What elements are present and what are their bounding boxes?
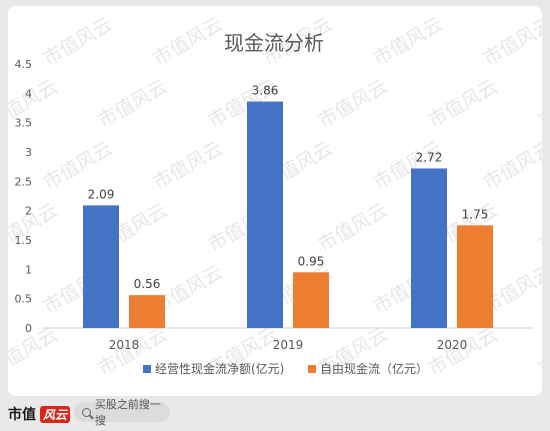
- y-tick-label: 2.5: [15, 175, 33, 188]
- watermark-text: 市值风云: [40, 137, 117, 194]
- brand-badge: 风云: [40, 405, 71, 423]
- watermark-text: 市值风云: [535, 75, 543, 132]
- watermark-text: 市值风云: [425, 75, 502, 132]
- y-tick-label: 3.5: [15, 117, 33, 130]
- legend-label: 经营性现金流净额(亿元): [155, 361, 284, 376]
- legend-swatch: [308, 365, 316, 373]
- legend-label: 自由现金流（亿元）: [320, 361, 428, 376]
- watermark-text: 市值风云: [370, 13, 447, 70]
- data-label: 1.75: [462, 207, 489, 221]
- watermark-text: 市值风云: [150, 13, 227, 70]
- x-tick-label: 2019: [273, 338, 304, 352]
- brand-logo: 市值 风云: [8, 404, 71, 424]
- y-axis: 0 0.5 1 1.5 2 2.5 3 3.5 4 4.5: [15, 58, 33, 335]
- search-box[interactable]: 买股之前搜一搜: [74, 398, 170, 427]
- data-label: 3.86: [252, 84, 279, 98]
- chart-card: 市值风云 市值风云 市值风云 市值风云 市值风云 市值风云 市值风云 市值风云 市值风云 市值风云…: [8, 6, 542, 396]
- y-tick-label: 3: [25, 146, 32, 159]
- bars: 2.09 0.56 3.86 0.95 2.72 1.75: [83, 84, 493, 329]
- bar: [83, 205, 119, 328]
- x-tick-label: 2018: [109, 338, 140, 352]
- y-tick-label: 2: [25, 205, 32, 218]
- watermark-text: 市值风云: [480, 13, 543, 70]
- watermark-text: 市值风云: [150, 137, 227, 194]
- bar: [129, 295, 165, 328]
- x-axis: 2018 2019 2020: [109, 338, 468, 352]
- brand-name: 市值: [8, 407, 36, 423]
- watermark-text: 市值风云: [535, 199, 543, 256]
- chart-title: 现金流分析: [224, 31, 324, 55]
- bar: [457, 225, 493, 328]
- legend: 经营性现金流净额(亿元) 自由现金流（亿元）: [143, 361, 428, 376]
- watermark-text: 市值风云: [40, 13, 117, 70]
- watermark-text: 市值风云: [8, 323, 61, 380]
- data-label: 0.56: [134, 277, 161, 291]
- data-label: 0.95: [298, 254, 325, 268]
- watermark-text: 市值风云: [8, 199, 61, 256]
- data-label: 2.09: [88, 187, 115, 201]
- y-tick-label: 0: [25, 322, 32, 335]
- watermark-text: 市值风云: [315, 199, 392, 256]
- data-label: 2.72: [416, 150, 443, 164]
- x-tick-label: 2020: [437, 338, 468, 352]
- y-tick-label: 1: [25, 263, 32, 276]
- watermark-text: 市值风云: [480, 137, 543, 194]
- footer: 市值 风云 买股之前搜一搜: [0, 397, 550, 431]
- bar: [247, 101, 283, 329]
- legend-swatch: [143, 365, 151, 373]
- y-tick-label: 4: [25, 87, 32, 100]
- watermark-text: 市值风云: [535, 323, 543, 380]
- y-tick-label: 4.5: [15, 58, 33, 71]
- y-tick-label: 1.5: [15, 234, 33, 247]
- y-tick-label: 0.5: [15, 293, 33, 306]
- search-text: 买股之前搜一搜: [94, 398, 161, 427]
- search-icon: [82, 407, 91, 417]
- watermark-text: 市值风云: [315, 75, 392, 132]
- bar: [411, 168, 447, 328]
- bar: [293, 272, 329, 328]
- watermark-text: 市值风云: [95, 75, 172, 132]
